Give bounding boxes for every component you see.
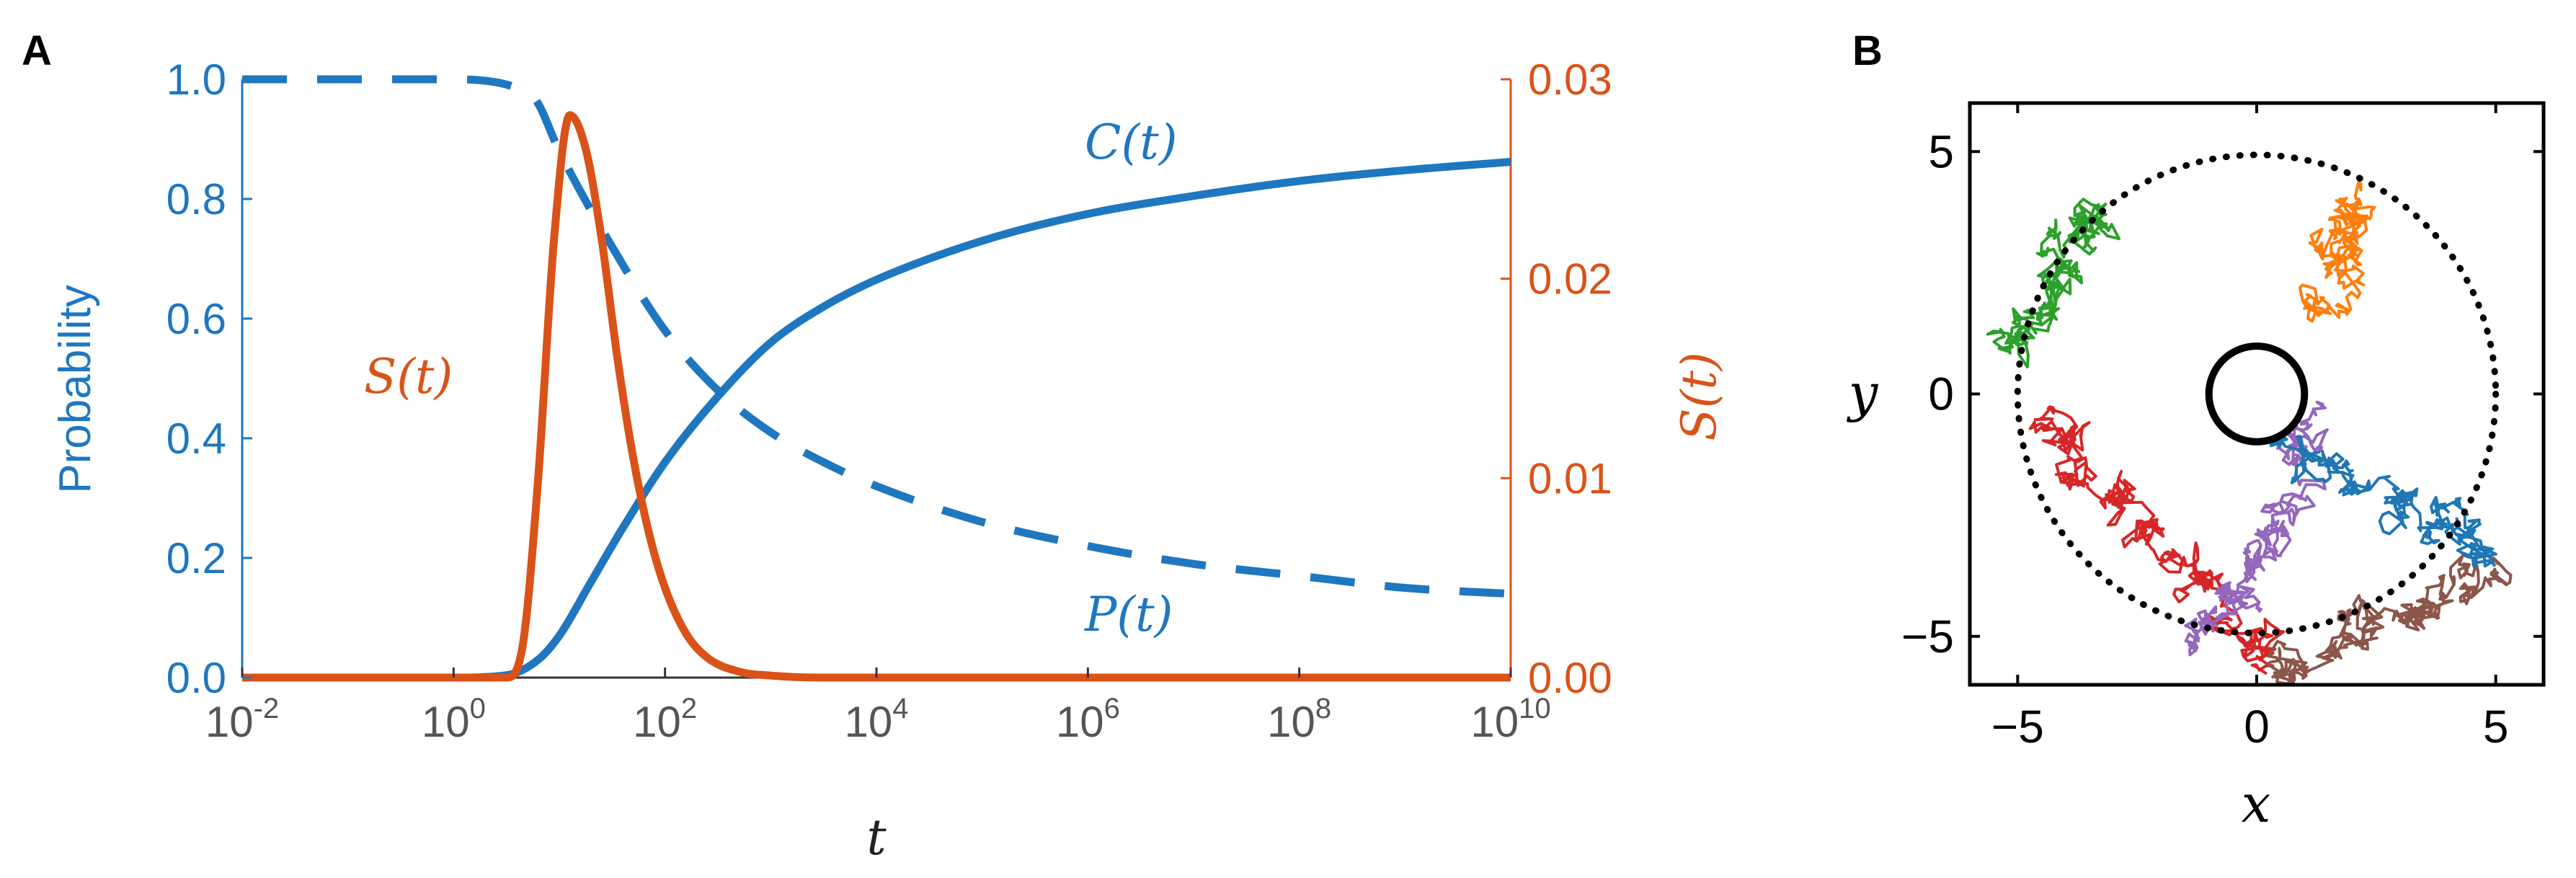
panel-label-b: B <box>1852 27 1883 74</box>
x-tick-label: 102 <box>633 693 697 746</box>
x-tick-label: 10-2 <box>205 693 279 746</box>
annotation-c-t: C(t) <box>1085 115 1178 170</box>
x-axis-label-b: x <box>2242 773 2271 834</box>
walk-brown <box>2266 554 2513 685</box>
x-tick-label: 100 <box>422 693 486 746</box>
y-left-tick-label: 0.0 <box>166 654 226 702</box>
y-axis-label-b: y <box>1847 363 1879 423</box>
x-axis-label: t <box>866 810 887 866</box>
x-tick-label: 108 <box>1267 693 1331 746</box>
y-left-tick-label: 0.6 <box>166 295 226 343</box>
y-tick-label-b: 5 <box>1928 125 1954 177</box>
series-st <box>242 111 1511 682</box>
y-right-tick-label: 0.03 <box>1528 56 1612 104</box>
panel-a-ticks: 10-2 100 102 104 106 108 1010 0.0 0.2 0.4 0.6 0.8 1.… <box>166 56 1612 746</box>
y-tick-label-b: −5 <box>1901 611 1954 662</box>
x-tick-label-b: 5 <box>2483 701 2509 753</box>
annotation-s-t: S(t) <box>364 349 453 404</box>
x-tick-label: 1010 <box>1470 693 1550 746</box>
walk-green <box>1986 198 2121 369</box>
y-left-tick-label: 0.4 <box>166 414 226 463</box>
x-tick-label: 104 <box>845 693 909 746</box>
x-tick-label-b: −5 <box>1991 701 2044 753</box>
series-pt <box>242 75 1511 598</box>
y-axis-label-left: Probability <box>50 285 100 493</box>
y-left-tick-label: 0.8 <box>166 175 226 223</box>
outer-boundary-circle <box>2014 151 2500 637</box>
series-ct <box>242 158 1511 682</box>
panel-label-a: A <box>22 27 52 74</box>
panel-a-series <box>242 75 1511 682</box>
annotation-p-t: P(t) <box>1084 587 1173 642</box>
y-right-tick-label: 0.01 <box>1528 454 1612 502</box>
panel-b-chart: −5 −5 0 0 5 5 x y <box>1847 101 2546 834</box>
walk-orange <box>2298 179 2376 323</box>
walk-purple <box>2184 400 2329 657</box>
y-right-tick-label: 0.00 <box>1528 654 1612 702</box>
x-tick-label-b: 0 <box>2244 701 2270 753</box>
inner-target-circle <box>2205 342 2309 445</box>
walk-blue <box>2269 424 2497 573</box>
y-axis-label-right: S(t) <box>1671 352 1727 440</box>
y-left-tick-label: 1.0 <box>166 56 226 104</box>
y-left-tick-label: 0.2 <box>166 534 226 582</box>
x-tick-label: 106 <box>1056 693 1120 746</box>
y-tick-label-b: 0 <box>1928 368 1954 420</box>
panel-b-axes: −5 −5 0 0 5 5 <box>1901 101 2546 753</box>
y-right-tick-label: 0.02 <box>1528 255 1612 303</box>
walk-red <box>2028 405 2286 675</box>
panel-a-chart: 10-2 100 102 104 106 108 1010 0.0 0.2 0.4 0.6 0.8 1.… <box>50 56 1727 866</box>
